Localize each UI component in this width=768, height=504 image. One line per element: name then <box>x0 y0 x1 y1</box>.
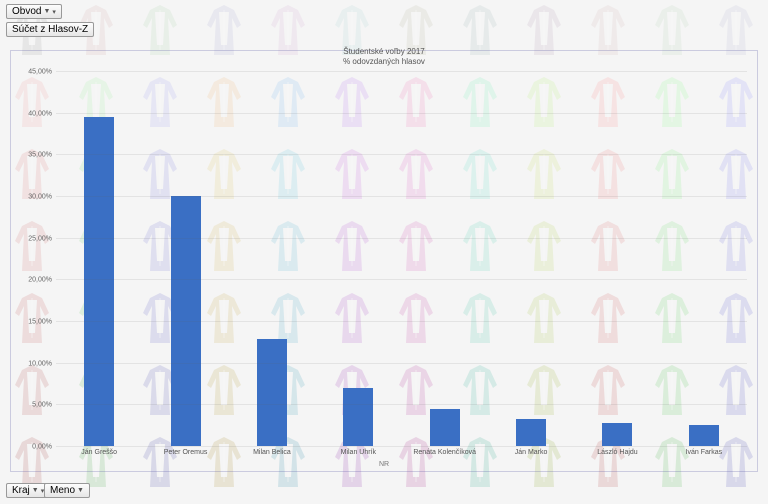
x-tick-label: Milan Belica <box>253 449 291 456</box>
bar-column: Peter Oremus <box>142 71 228 446</box>
bar-column: Ján Marko <box>488 71 574 446</box>
bars-group: Ján GreššoPeter OremusMilan BelicaMilan … <box>56 71 747 446</box>
bar[interactable] <box>516 419 546 447</box>
bar[interactable] <box>343 388 373 446</box>
bar[interactable] <box>602 423 632 446</box>
sucet-button[interactable]: Súčet z Hlasov-Z <box>6 22 94 37</box>
grid-line: 20,00% <box>56 279 747 280</box>
y-tick-label: 10,00% <box>28 360 52 367</box>
chart-subtitle: % odovzdaných hlasov <box>11 57 757 67</box>
y-tick-label: 20,00% <box>28 277 52 284</box>
chart-container: Študentské voľby 2017 % odovzdaných hlas… <box>10 50 758 472</box>
bar[interactable] <box>84 117 114 446</box>
bar-column: Milan Uhrík <box>315 71 401 446</box>
grid-line: 35,00% <box>56 154 747 155</box>
dropdown-icon: ▼ <box>77 487 84 494</box>
bar-column: Ján Greššo <box>56 71 142 446</box>
grid-line: 0,00% <box>56 446 747 447</box>
kraj-filter-label: Kraj <box>12 485 30 496</box>
dropdown-icon: ▼ <box>32 487 39 494</box>
dropdown-icon: ▼ <box>43 8 50 15</box>
y-tick-label: 5,00% <box>32 402 52 409</box>
grid-line: 45,00% <box>56 71 747 72</box>
x-tick-label: László Hajdu <box>597 449 637 456</box>
grid-line: 30,00% <box>56 196 747 197</box>
y-tick-label: 30,00% <box>28 194 52 201</box>
grid-line: 10,00% <box>56 363 747 364</box>
sucet-label: Súčet z Hlasov-Z <box>12 24 88 35</box>
grid-line: 40,00% <box>56 113 747 114</box>
x-tick-label: Peter Oremus <box>164 449 208 456</box>
grid-line: 15,00% <box>56 321 747 322</box>
bar-column: Renáta Kolenčíková <box>402 71 488 446</box>
x-tick-label: Ján Greššo <box>81 449 117 456</box>
bar[interactable] <box>257 339 287 446</box>
y-tick-label: 25,00% <box>28 235 52 242</box>
obvod-filter-label: Obvod <box>12 6 41 17</box>
y-tick-label: 40,00% <box>28 110 52 117</box>
grid-line: 5,00% <box>56 404 747 405</box>
y-tick-label: 45,00% <box>28 69 52 76</box>
y-tick-label: 0,00% <box>32 444 52 451</box>
meno-filter-label: Meno <box>50 485 75 496</box>
chart-title: Študentské voľby 2017 <box>11 47 757 57</box>
x-axis-title: NR <box>379 461 389 468</box>
y-tick-label: 35,00% <box>28 152 52 159</box>
x-tick-label: Renáta Kolenčíková <box>413 449 476 456</box>
y-tick-label: 15,00% <box>28 319 52 326</box>
bar-column: László Hajdu <box>574 71 660 446</box>
x-tick-label: Milan Uhrík <box>341 449 376 456</box>
plot-area: Ján GreššoPeter OremusMilan BelicaMilan … <box>56 71 747 446</box>
obvod-filter-button[interactable]: Obvod ▼ ▾ <box>6 4 62 19</box>
meno-filter-button[interactable]: Meno ▼ <box>44 483 90 498</box>
x-tick-label: Iván Farkas <box>686 449 723 456</box>
grid-line: 25,00% <box>56 238 747 239</box>
bar[interactable] <box>430 409 460 447</box>
bar[interactable] <box>689 425 719 446</box>
x-tick-label: Ján Marko <box>515 449 548 456</box>
chart-titles: Študentské voľby 2017 % odovzdaných hlas… <box>11 47 757 66</box>
bar-column: Milan Belica <box>229 71 315 446</box>
bar-column: Iván Farkas <box>661 71 747 446</box>
funnel-icon: ▾ <box>52 8 56 16</box>
